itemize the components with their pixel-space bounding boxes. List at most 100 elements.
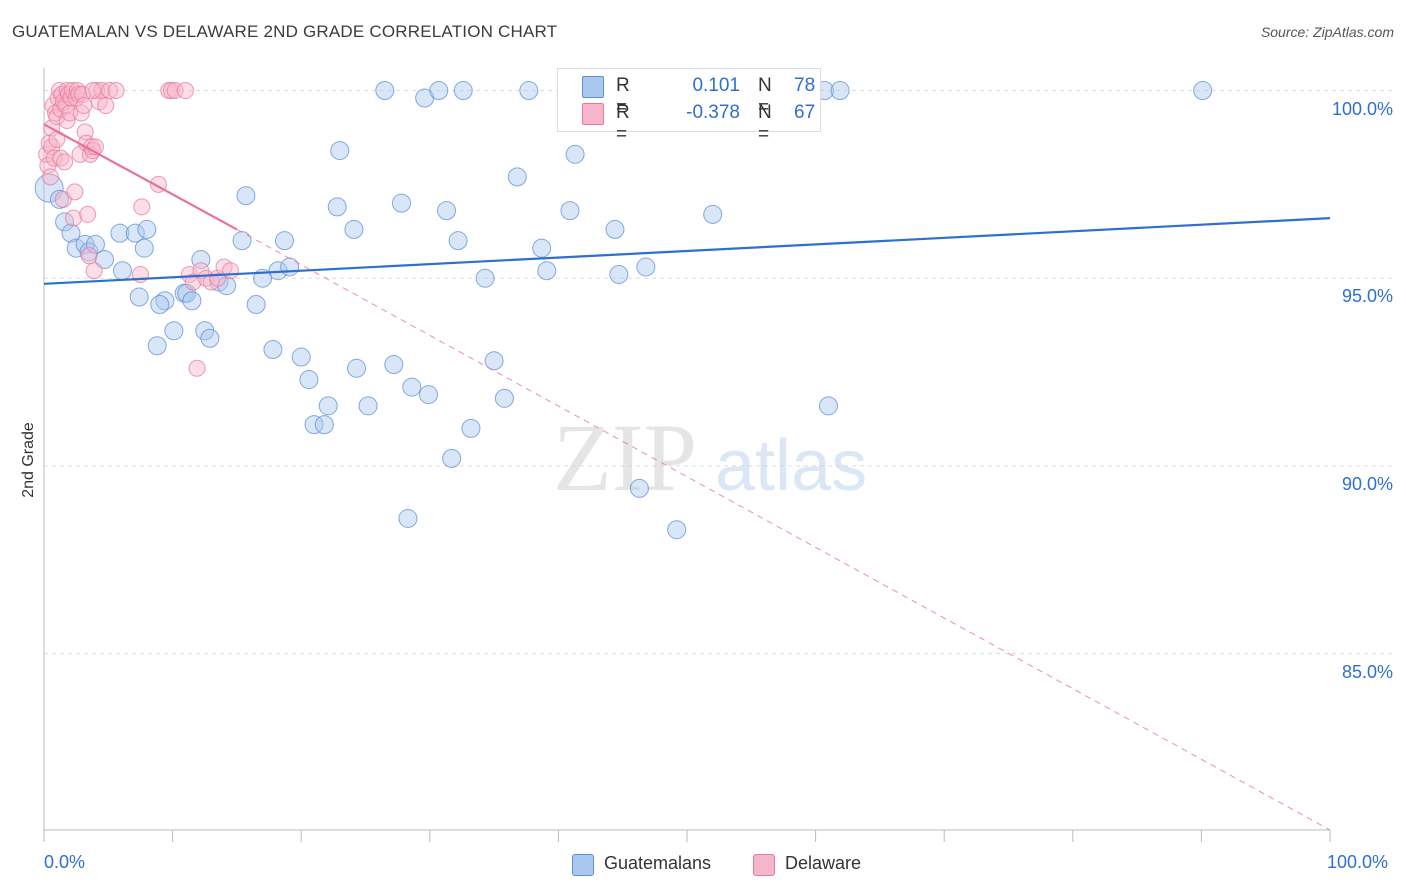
- delaware-point: [70, 85, 88, 103]
- guatemalans-point: [200, 328, 220, 348]
- guatemalans-point: [629, 478, 649, 498]
- legend-r-value: -0.378: [686, 102, 740, 123]
- legend-n-label: N =: [758, 102, 772, 145]
- chart-title: GUATEMALAN VS DELAWARE 2ND GRADE CORRELA…: [12, 22, 558, 41]
- guatemalans-point: [358, 396, 378, 416]
- guatemalans-point: [274, 231, 294, 251]
- guatemalans-point: [442, 448, 462, 468]
- watermark-zip: ZIP: [553, 404, 697, 511]
- source-label: Source: ZipAtlas.com: [1260, 24, 1394, 40]
- delaware-point: [97, 97, 115, 115]
- guatemalans-point: [609, 264, 629, 284]
- guatemalans-point: [484, 351, 504, 371]
- guatemalans-point: [346, 358, 366, 378]
- guatemalans-point: [129, 287, 149, 307]
- guatemalans-point: [147, 336, 167, 356]
- x-tick-label-max: 100.0%: [1327, 852, 1389, 872]
- guatemalans-point: [532, 238, 552, 258]
- delaware-point: [133, 198, 151, 216]
- bottom-legend-swatch-pink: [753, 854, 775, 876]
- guatemalans-point: [137, 219, 157, 239]
- guatemalans-point: [402, 377, 422, 397]
- delaware-point: [162, 82, 180, 100]
- guatemalans-point: [246, 294, 266, 314]
- legend-r-value: 0.101: [692, 75, 740, 96]
- delaware-point: [188, 359, 206, 377]
- legend-swatch-blue: [582, 76, 604, 98]
- guatemalans-point: [110, 223, 130, 243]
- guatemalans-point: [314, 415, 334, 435]
- legend-r-label: R =: [616, 75, 630, 118]
- guatemalans-point: [537, 261, 557, 281]
- guatemalans-point: [448, 231, 468, 251]
- guatemalans-point: [304, 415, 324, 435]
- guatemalans-point: [79, 242, 99, 262]
- delaware-point: [65, 209, 83, 227]
- delaware-point: [45, 149, 63, 167]
- guatemalans-point: [344, 219, 364, 239]
- guatemalans-point: [392, 193, 412, 213]
- y-axis-label: 2nd Grade: [20, 422, 37, 498]
- guatemalans-point: [519, 81, 539, 101]
- bottom-legend-label: Guatemalans: [604, 853, 712, 873]
- axes: [43, 68, 1331, 842]
- guatemalans-point: [263, 340, 283, 360]
- guatemalans-point: [55, 212, 75, 232]
- delaware-point: [80, 247, 98, 265]
- guatemalans-point: [1193, 81, 1213, 101]
- guatemalans-point: [318, 396, 338, 416]
- delaware-point: [101, 82, 119, 100]
- guatemalans-point: [112, 261, 132, 281]
- guatemalans-point: [560, 201, 580, 221]
- delaware-point: [56, 153, 74, 171]
- guatemalans-point: [667, 520, 687, 540]
- guatemalans-point: [327, 197, 347, 217]
- guatemalans-point: [818, 396, 838, 416]
- guatemalans-point: [375, 81, 395, 101]
- guatemalans-point: [330, 141, 350, 161]
- watermark: ZIP atlas: [553, 404, 867, 511]
- delaware-point: [79, 205, 97, 223]
- delaware-point: [221, 262, 239, 280]
- guatemalans-point: [830, 81, 850, 101]
- legend-n-value: 67: [794, 102, 816, 123]
- delaware-point: [61, 104, 79, 122]
- legend-n-label: N =: [758, 75, 772, 118]
- delaware-point: [85, 262, 103, 280]
- guatemalans-point: [232, 231, 252, 251]
- guatemalans-point: [155, 291, 175, 311]
- guatemalans-point: [507, 167, 527, 187]
- guatemalans-point: [636, 257, 656, 277]
- delaware-point: [41, 168, 59, 186]
- guatemalans-point: [150, 294, 170, 314]
- guatemalans-point: [461, 418, 481, 438]
- guatemalans-point: [125, 223, 145, 243]
- legend-swatch-pink: [582, 103, 604, 125]
- delaware-point: [84, 82, 102, 100]
- grid-lines: [44, 90, 1395, 655]
- y-tick-label: 90.0%: [1341, 473, 1393, 494]
- guatemalans-point: [605, 219, 625, 239]
- y-tick-label: 100.0%: [1331, 98, 1393, 119]
- correlation-legend: R = 0.101 N = 78 R = -0.378 N = 67: [557, 68, 821, 145]
- guatemalans-point: [164, 321, 184, 341]
- guatemalans-point: [437, 201, 457, 221]
- guatemalans-point: [299, 370, 319, 390]
- guatemalans-point: [280, 257, 300, 277]
- guatemalans-point: [453, 81, 473, 101]
- guatemalans-point: [398, 508, 418, 528]
- bottom-legend-label: Delaware: [785, 853, 862, 873]
- guatemalans-point: [291, 347, 311, 367]
- guatemalans-point: [94, 249, 114, 269]
- guatemalans-point: [182, 291, 202, 311]
- delaware-point: [66, 183, 84, 201]
- delaware-point: [75, 97, 93, 115]
- y-tick-label: 85.0%: [1341, 661, 1393, 682]
- bottom-legend-swatch-blue: [572, 854, 594, 876]
- y-tick-label: 95.0%: [1341, 286, 1393, 307]
- guatemalans-point: [85, 234, 105, 254]
- delaware-point: [107, 82, 125, 100]
- guatemalans-point: [429, 81, 449, 101]
- delaware-point: [166, 82, 184, 100]
- trend-lines: [43, 123, 1331, 831]
